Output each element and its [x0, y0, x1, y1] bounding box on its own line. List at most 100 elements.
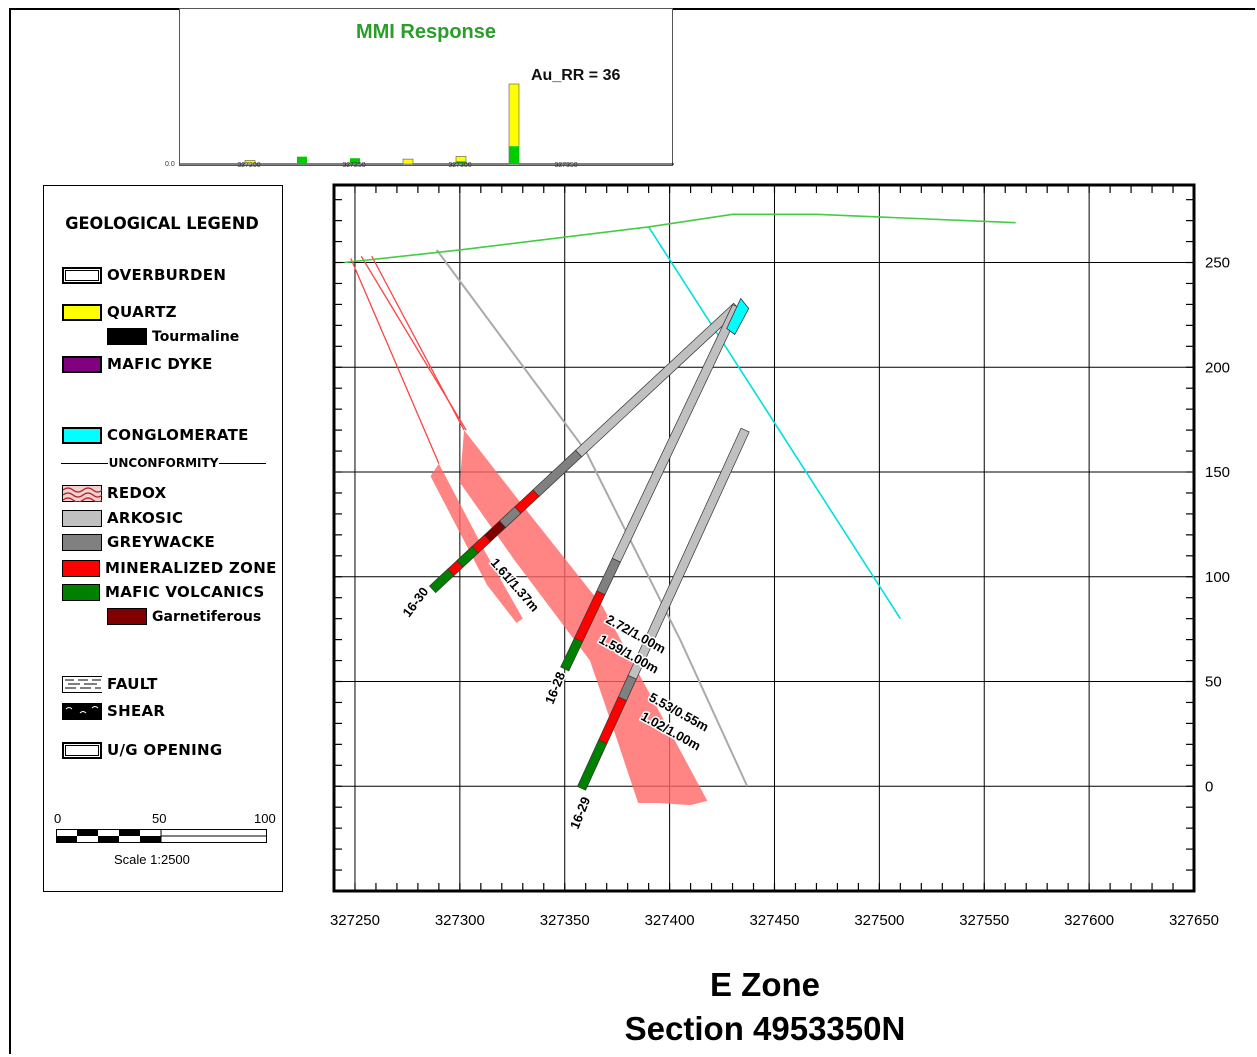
tourmaline-swatch: [107, 328, 147, 345]
y-tick-label: 150: [1205, 464, 1230, 481]
legend-label: MAFIC DYKE: [107, 355, 213, 373]
legend-label: SHEAR: [107, 702, 166, 720]
y-tick-label: 250: [1205, 255, 1230, 272]
x-tick-label: 327500: [854, 912, 904, 929]
contact-line: [350, 258, 440, 464]
legend-label: GREYWACKE: [107, 533, 216, 551]
conglomerate-swatch: [62, 426, 102, 444]
y-tick-label: 200: [1205, 359, 1230, 376]
x-tick-label: 327400: [645, 912, 695, 929]
x-tick-label: 327250: [330, 912, 380, 929]
unconformity-label: UNCONFORMITY: [108, 456, 219, 470]
mmi-zero-label: 0.0: [165, 161, 175, 168]
x-tick-label: 327650: [1169, 912, 1219, 929]
x-tick-label: 327600: [1064, 912, 1114, 929]
legend-item-fault: FAULT: [62, 675, 158, 693]
shear-swatch: [62, 702, 102, 720]
mmi-tick-label: 327300: [448, 162, 472, 169]
scale-tick-label: 100: [254, 811, 276, 826]
mmi-bars: [244, 83, 520, 165]
mineralized-zone-swatch: [62, 559, 100, 577]
geological-legend: GEOLOGICAL LEGEND OVERBURDEN QUARTZ Tour…: [43, 185, 283, 892]
quartz-swatch: [62, 303, 102, 321]
fault-line: [435, 249, 749, 787]
section-title: E Zone: [709, 966, 820, 1003]
mmi-bar-green: [350, 158, 360, 164]
legend-item-quartz: QUARTZ: [62, 303, 177, 321]
ug-opening-swatch: [62, 741, 102, 759]
scale-tick-label: 50: [152, 811, 167, 826]
mafic-dyke-swatch: [62, 355, 102, 373]
legend-label: REDOX: [107, 484, 167, 502]
mmi-tick-label: 327200: [237, 162, 261, 169]
legend-item-garnetiferous: Garnetiferous: [107, 608, 261, 625]
grid-lines: [334, 185, 1194, 891]
fault-swatch: [62, 675, 102, 693]
legend-label: MAFIC VOLCANICS: [105, 583, 265, 601]
arkosic-swatch: [62, 509, 102, 527]
mafic-volcanics-swatch: [62, 583, 100, 601]
unconformity-line: [61, 462, 108, 464]
mmi-tick-label: 327250: [342, 162, 366, 169]
legend-title: GEOLOGICAL LEGEND: [65, 214, 259, 234]
x-tick-label: 327550: [959, 912, 1009, 929]
mineralized-envelope: [459, 430, 708, 806]
axis-ticks: [334, 185, 1195, 891]
section-subtitle: Section 4953350N: [624, 1010, 906, 1047]
legend-label: U/G OPENING: [107, 741, 223, 759]
legend-label: QUARTZ: [107, 303, 177, 321]
mmi-bar-chart: [180, 83, 674, 165]
mafic-volcanics-segment: [576, 739, 608, 791]
x-tick-label: 327300: [435, 912, 485, 929]
legend-label: MINERALIZED ZONE: [105, 559, 277, 577]
hole-name-label: 16-29: [567, 795, 593, 831]
x-tick-label: 327350: [540, 912, 590, 929]
mmi-bar-green: [456, 161, 466, 164]
legend-item-overburden: OVERBURDEN: [62, 266, 226, 284]
legend-label: CONGLOMERATE: [107, 426, 249, 444]
legend-item-arkosic: ARKOSIC: [62, 509, 183, 527]
greywacke-swatch: [62, 533, 102, 551]
drill-holes: [429, 297, 750, 791]
garnetiferous-swatch: [107, 608, 147, 625]
mmi-bar-yellow: [402, 158, 414, 165]
legend-item-redox: REDOX: [62, 484, 167, 502]
mmi-title: MMI Response: [355, 21, 497, 43]
x-tick-label: 327450: [749, 912, 799, 929]
legend-label: Garnetiferous: [152, 608, 262, 625]
arkosic-segment: [611, 304, 742, 563]
scale-label: Scale 1:2500: [114, 852, 190, 867]
scale-bar: [56, 829, 267, 843]
unconformity-symbol: UNCONFORMITY: [61, 456, 267, 470]
scale-tick-label: 0: [54, 811, 62, 826]
contact-line: [371, 255, 465, 431]
mmi-peak-label: Au_RR = 36: [531, 67, 621, 84]
topography-line: [344, 213, 1016, 264]
mafic-volcanics-segment: [560, 637, 584, 672]
conglomerate-contact: [647, 226, 902, 620]
mmi-tick-label: 327350: [554, 162, 578, 169]
legend-item-mafic-volcanics: MAFIC VOLCANICS: [62, 583, 265, 601]
y-tick-label: 50: [1205, 674, 1222, 691]
x-axis-labels: 327250 327300 327350 327400 327450 327500 3275…: [330, 912, 1219, 929]
legend-label: Tourmaline: [152, 328, 240, 345]
collar-conglomerate: [726, 297, 750, 336]
legend-item-conglomerate: CONGLOMERATE: [62, 426, 249, 444]
legend-label: ARKOSIC: [107, 509, 184, 527]
legend-item-mafic-dyke: MAFIC DYKE: [62, 355, 213, 373]
greywacke-segment: [532, 449, 583, 497]
mafic-volcanics-segment: [429, 568, 455, 594]
mmi-response-panel: MMI Response Au_RR = 36: [179, 8, 674, 166]
mmi-bar-green: [509, 146, 519, 164]
unconformity-line: [219, 462, 267, 464]
legend-label: FAULT: [107, 675, 158, 693]
legend-item-ug-opening: U/G OPENING: [62, 741, 223, 759]
arkosic-segment: [575, 302, 741, 458]
legend-item-greywacke: GREYWACKE: [62, 533, 215, 551]
redox-swatch: [62, 484, 102, 502]
legend-item-mineralized-zone: MINERALIZED ZONE: [62, 559, 277, 577]
plot-frame: [332, 183, 1196, 893]
mmi-bar-yellow: [244, 160, 256, 165]
y-axis-labels: 250 200 150 100 50 0: [1205, 255, 1230, 796]
